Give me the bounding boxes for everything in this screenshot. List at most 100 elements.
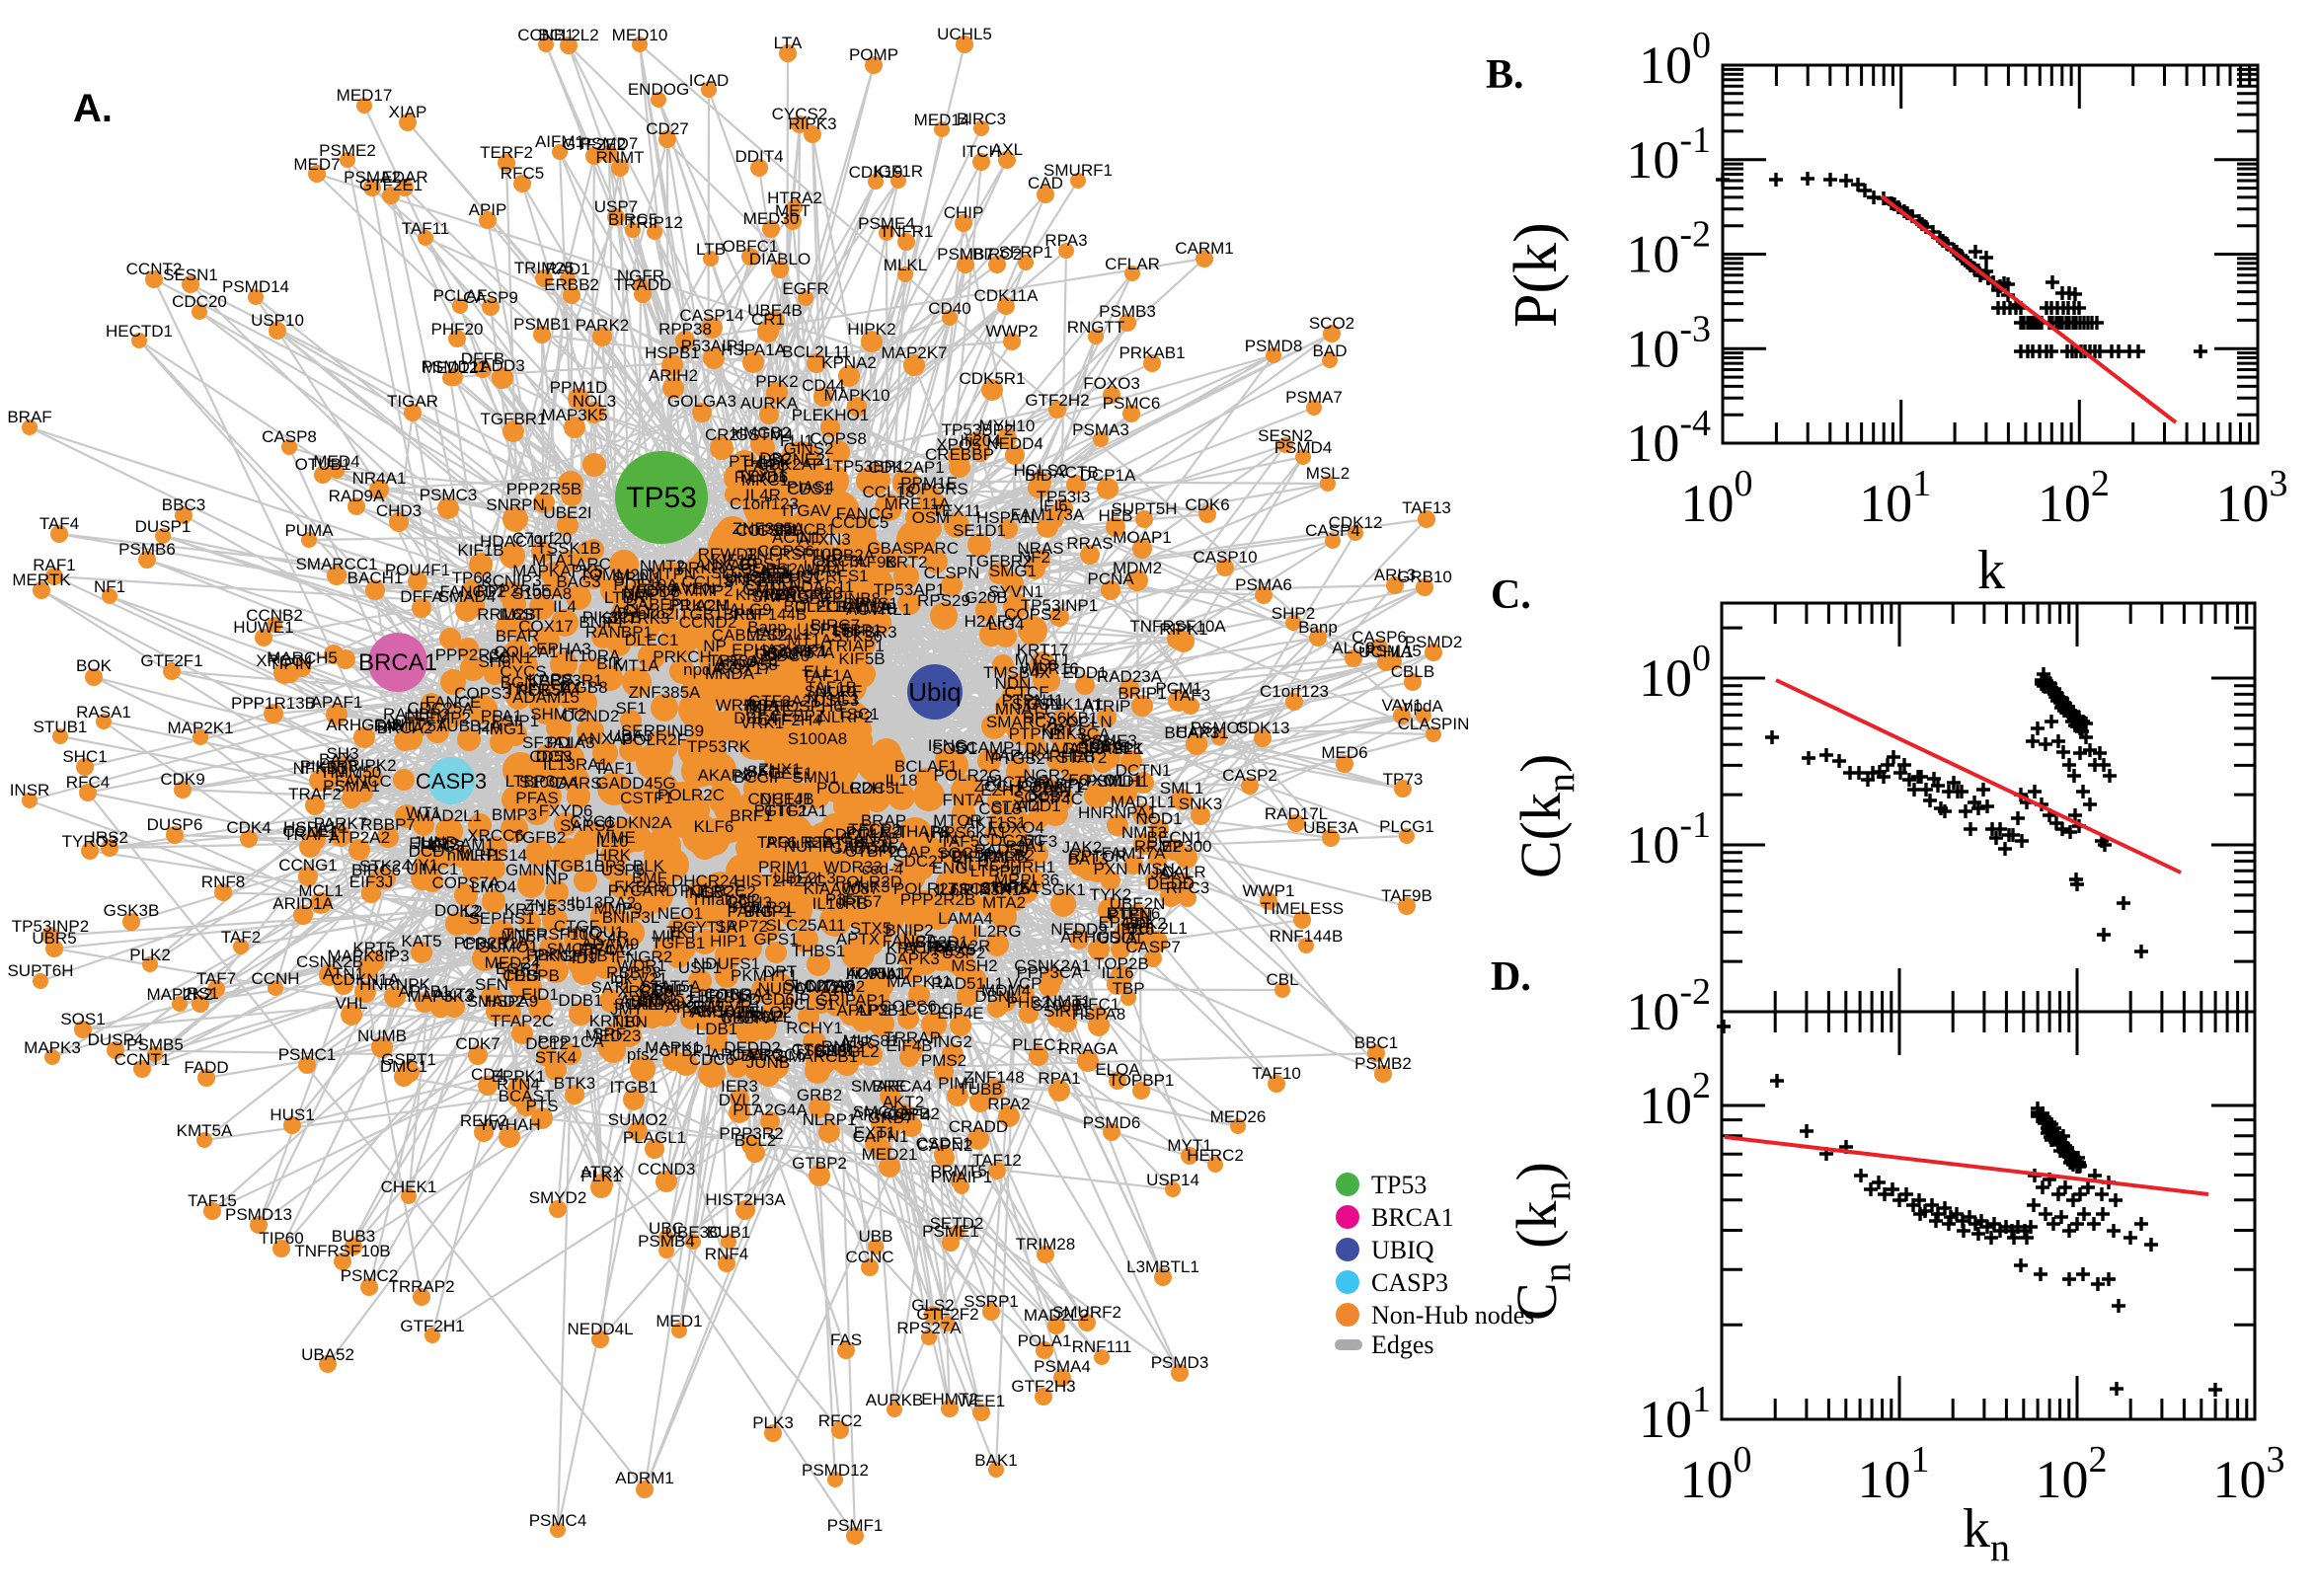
svg-text:EDD1: EDD1 xyxy=(1062,663,1107,682)
svg-text:RPA2: RPA2 xyxy=(987,1095,1030,1113)
svg-text:CR1: CR1 xyxy=(751,310,785,329)
svg-text:KIF1B: KIF1B xyxy=(457,541,503,560)
svg-text:PLK3: PLK3 xyxy=(752,1413,794,1432)
svg-text:PSMD2: PSMD2 xyxy=(1405,633,1463,651)
svg-text:D.: D. xyxy=(1491,954,1531,1000)
svg-text:FOXO3: FOXO3 xyxy=(1083,374,1140,393)
svg-text:MRC1: MRC1 xyxy=(741,471,789,490)
svg-text:PPP3R2: PPP3R2 xyxy=(719,1124,783,1143)
svg-text:GPS1: GPS1 xyxy=(753,930,798,949)
svg-text:TBP: TBP xyxy=(1112,979,1144,998)
svg-text:TSC1: TSC1 xyxy=(836,705,879,723)
svg-text:GTF2A2: GTF2A2 xyxy=(748,692,811,711)
svg-text:DIABLO: DIABLO xyxy=(749,250,811,268)
svg-text:RNF4: RNF4 xyxy=(705,1245,748,1263)
svg-text:SFN: SFN xyxy=(475,975,508,994)
svg-text:CDK7: CDK7 xyxy=(455,1034,500,1053)
svg-text:PSMD4: PSMD4 xyxy=(1274,438,1333,457)
svg-text:MED17: MED17 xyxy=(337,86,393,105)
svg-text:USP1: USP1 xyxy=(678,958,722,977)
svg-text:UBA3: UBA3 xyxy=(609,726,653,745)
svg-text:PSMA4: PSMA4 xyxy=(1034,1357,1091,1376)
svg-text:SOS1: SOS1 xyxy=(60,1010,105,1028)
svg-text:USP14: USP14 xyxy=(1146,1171,1199,1189)
svg-text:MED10: MED10 xyxy=(612,26,668,44)
svg-text:HECTD1: HECTD1 xyxy=(106,322,173,341)
svg-text:AURKA: AURKA xyxy=(740,394,799,413)
svg-text:MAPK3: MAPK3 xyxy=(24,1038,81,1057)
svg-text:BBC1: BBC1 xyxy=(1354,1033,1398,1052)
svg-text:POLA1: POLA1 xyxy=(1018,1331,1072,1350)
svg-text:LTBP3: LTBP3 xyxy=(505,772,556,791)
svg-text:JAK1: JAK1 xyxy=(1151,864,1192,882)
svg-text:S100A8: S100A8 xyxy=(788,729,848,748)
svg-text:UQCRFS1: UQCRFS1 xyxy=(788,567,868,585)
svg-text:CBLB: CBLB xyxy=(1391,662,1434,681)
svg-text:TAF4: TAF4 xyxy=(39,514,79,533)
svg-text:PSME2: PSME2 xyxy=(319,141,376,160)
svg-text:CD44: CD44 xyxy=(802,376,844,395)
svg-text:MAP2K2: MAP2K2 xyxy=(146,985,212,1004)
svg-text:PSMC4: PSMC4 xyxy=(529,1511,587,1530)
svg-text:DUSP1: DUSP1 xyxy=(135,517,192,536)
svg-text:ALG9: ALG9 xyxy=(1332,639,1374,657)
svg-text:HUS1: HUS1 xyxy=(270,1105,314,1124)
svg-text:SMAD4: SMAD4 xyxy=(438,587,497,606)
svg-text:CASP10: CASP10 xyxy=(1193,548,1257,567)
svg-text:FOXO4: FOXO4 xyxy=(987,818,1044,837)
svg-text:CASP7: CASP7 xyxy=(1125,938,1181,956)
svg-text:JUND: JUND xyxy=(413,833,457,852)
svg-text:INSR: INSR xyxy=(10,781,50,799)
svg-text:ARL3: ARL3 xyxy=(1374,566,1417,584)
svg-text:DC12: DC12 xyxy=(525,1034,568,1053)
svg-text:BRIP1: BRIP1 xyxy=(1118,684,1166,703)
svg-text:CCL18: CCL18 xyxy=(863,483,915,501)
svg-text:COPS7A: COPS7A xyxy=(432,874,502,892)
svg-text:CFLAR: CFLAR xyxy=(1105,255,1160,273)
svg-text:UBC: UBC xyxy=(649,1219,684,1238)
svg-text:TGFBR1: TGFBR1 xyxy=(480,410,546,428)
svg-text:CABLES2: CABLES2 xyxy=(712,626,788,645)
svg-text:CCNC: CCNC xyxy=(845,1248,893,1266)
svg-text:L3MBTL1: L3MBTL1 xyxy=(1126,1257,1199,1276)
svg-text:SMN1: SMN1 xyxy=(792,768,838,787)
svg-text:PTS: PTS xyxy=(525,1097,558,1115)
svg-text:HERC2: HERC2 xyxy=(1187,1146,1244,1165)
svg-text:ZNF148: ZNF148 xyxy=(964,1068,1024,1087)
svg-text:LAMA4: LAMA4 xyxy=(938,909,993,928)
svg-text:EPHA3: EPHA3 xyxy=(536,640,591,658)
svg-text:YWHAH: YWHAH xyxy=(478,1115,540,1134)
svg-text:CDC20: CDC20 xyxy=(172,292,227,311)
svg-text:AP1B1: AP1B1 xyxy=(399,982,451,1001)
svg-text:SCAMP1: SCAMP1 xyxy=(955,738,1024,757)
svg-text:NP: NP xyxy=(545,870,569,888)
svg-text:MMP2: MMP2 xyxy=(684,581,733,600)
svg-text:PSMC6: PSMC6 xyxy=(1103,394,1161,413)
svg-text:LTB: LTB xyxy=(696,240,726,259)
svg-text:KLF6: KLF6 xyxy=(694,817,734,836)
svg-text:BRCA1: BRCA1 xyxy=(1371,1203,1454,1232)
svg-text:PSMA3: PSMA3 xyxy=(1072,420,1129,439)
svg-text:PSMD3: PSMD3 xyxy=(1151,1353,1209,1372)
svg-text:GOLGA3: GOLGA3 xyxy=(667,392,736,411)
svg-text:BIRC2: BIRC2 xyxy=(972,245,1022,264)
svg-text:JAK2: JAK2 xyxy=(1062,838,1103,857)
svg-text:UBE2D1: UBE2D1 xyxy=(903,933,968,951)
svg-text:WWP2: WWP2 xyxy=(986,322,1039,341)
svg-text:BAK1: BAK1 xyxy=(974,1451,1017,1470)
svg-text:MED6: MED6 xyxy=(1321,743,1367,762)
svg-text:KPNA2: KPNA2 xyxy=(821,353,877,372)
svg-text:BCL2L2: BCL2L2 xyxy=(538,26,598,44)
svg-text:Ubiq: Ubiq xyxy=(908,677,961,707)
svg-text:NLRP1: NLRP1 xyxy=(803,1110,857,1129)
svg-text:SMYD2: SMYD2 xyxy=(529,1188,587,1207)
svg-text:STAT5B: STAT5B xyxy=(804,833,865,852)
svg-text:CR2: CR2 xyxy=(705,425,738,444)
svg-text:FADD: FADD xyxy=(184,1058,228,1077)
svg-text:PTPN6: PTPN6 xyxy=(1107,904,1161,923)
svg-text:RCHY1: RCHY1 xyxy=(786,1019,843,1037)
svg-text:Edges: Edges xyxy=(1371,1330,1434,1359)
svg-text:RIPK1: RIPK1 xyxy=(1159,620,1207,639)
svg-text:XIAP: XIAP xyxy=(389,103,427,121)
svg-text:EHMT2: EHMT2 xyxy=(921,1390,978,1408)
